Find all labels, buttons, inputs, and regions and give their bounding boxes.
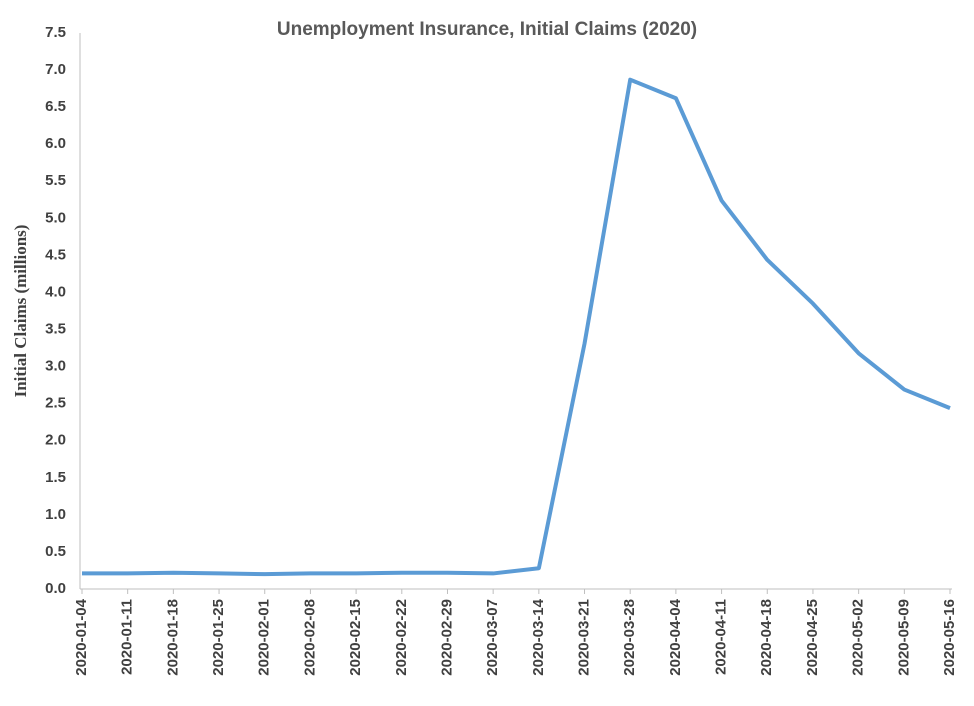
x-tick-label: 2020-01-04 bbox=[73, 598, 90, 675]
x-tick-label: 2020-04-04 bbox=[667, 598, 684, 675]
y-tick-label: 2.0 bbox=[45, 432, 66, 449]
y-tick-label: 0.0 bbox=[45, 580, 66, 597]
x-tick-label: 2020-04-11 bbox=[713, 599, 730, 675]
y-tick-label: 4.0 bbox=[45, 283, 66, 300]
x-tick-label: 2020-03-28 bbox=[621, 599, 638, 676]
x-tick-label: 2020-03-21 bbox=[575, 599, 592, 676]
x-tick-label: 2020-05-09 bbox=[895, 599, 912, 676]
y-tick-label: 7.0 bbox=[45, 61, 66, 78]
y-tick-label: 6.5 bbox=[45, 98, 66, 115]
y-tick-label: 0.5 bbox=[45, 543, 66, 560]
y-tick-label: 4.5 bbox=[45, 246, 66, 263]
x-tick-label: 2020-05-02 bbox=[850, 599, 867, 676]
x-tick-label: 2020-02-15 bbox=[347, 599, 364, 676]
y-tick-label: 3.0 bbox=[45, 358, 66, 375]
x-tick-label: 2020-03-07 bbox=[484, 599, 501, 676]
x-tick-label: 2020-03-14 bbox=[530, 598, 547, 675]
y-tick-label: 6.0 bbox=[45, 135, 66, 152]
y-tick-label: 2.5 bbox=[45, 395, 66, 412]
x-tick-label: 2020-02-22 bbox=[393, 599, 410, 676]
y-tick-label: 7.5 bbox=[45, 24, 66, 41]
y-tick-label: 1.5 bbox=[45, 469, 66, 486]
x-tick-label: 2020-04-18 bbox=[758, 599, 775, 676]
x-tick-label: 2020-04-25 bbox=[804, 599, 821, 676]
y-axis-label: Initial Claims (millions) bbox=[11, 225, 30, 398]
x-tick-label: 2020-01-18 bbox=[164, 599, 181, 676]
x-tick-label: 2020-02-29 bbox=[438, 599, 455, 676]
y-tick-label: 1.0 bbox=[45, 506, 66, 523]
data-line bbox=[82, 77, 951, 577]
x-tick-label: 2020-01-11 bbox=[119, 599, 136, 675]
x-tick-label: 2020-02-01 bbox=[256, 599, 273, 676]
chart-title: Unemployment Insurance, Initial Claims (… bbox=[277, 19, 697, 40]
y-tick-label: 5.5 bbox=[45, 172, 66, 189]
y-tick-label: 3.5 bbox=[45, 321, 66, 338]
x-tick-label: 2020-01-25 bbox=[210, 599, 227, 676]
y-tick-label: 5.0 bbox=[45, 209, 66, 226]
x-tick-label: 2020-05-16 bbox=[941, 599, 958, 676]
x-tick-label: 2020-02-08 bbox=[301, 599, 318, 676]
